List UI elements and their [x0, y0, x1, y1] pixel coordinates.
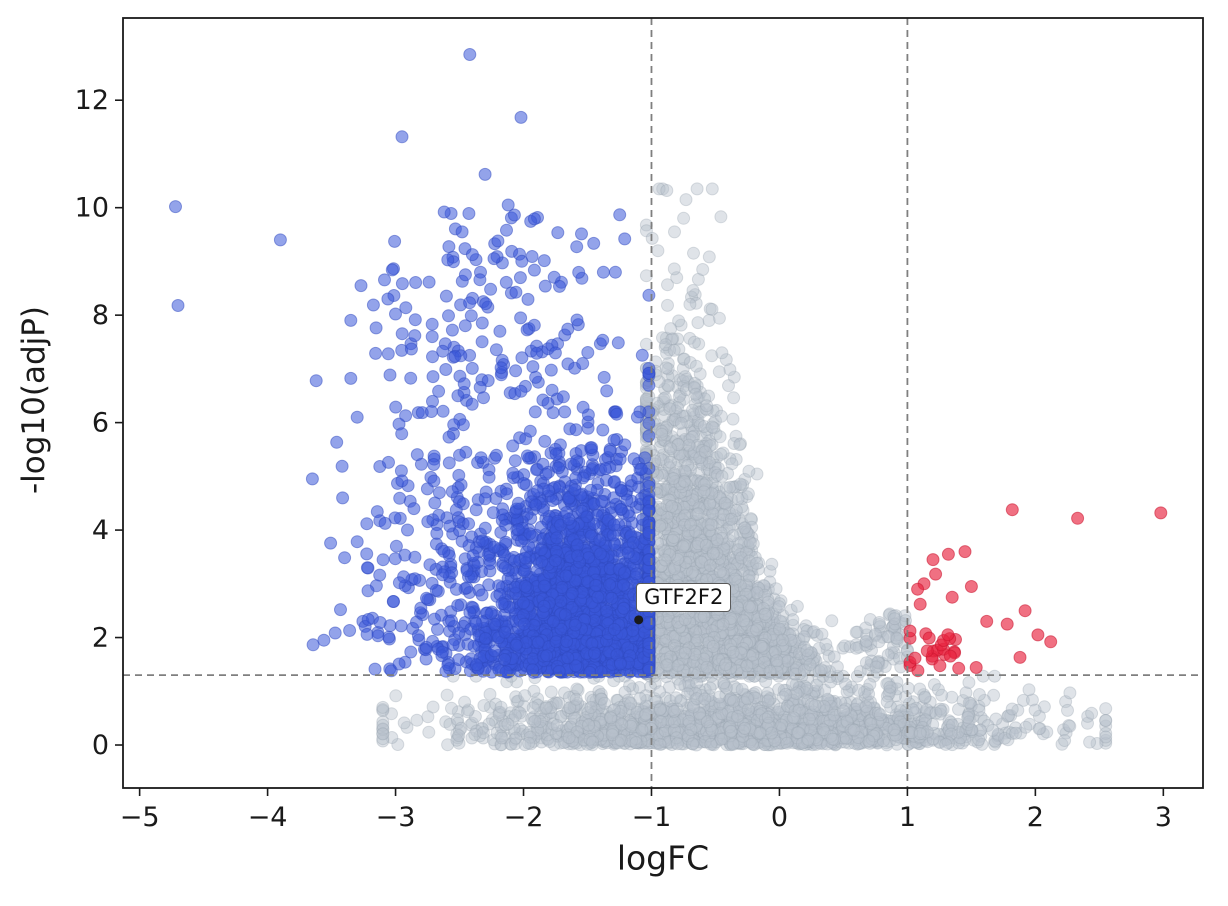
points-downregulated — [169, 48, 656, 679]
x-axis-label: logFC — [616, 838, 710, 878]
gene-label: GTF2F2 — [636, 582, 732, 612]
y-axis-label: -log10(adjP) — [16, 305, 52, 495]
threshold-lines — [123, 18, 1203, 788]
axes-frame — [115, 17, 1204, 796]
gene-annotation-point — [634, 615, 644, 625]
points-upregulated — [903, 503, 1168, 678]
